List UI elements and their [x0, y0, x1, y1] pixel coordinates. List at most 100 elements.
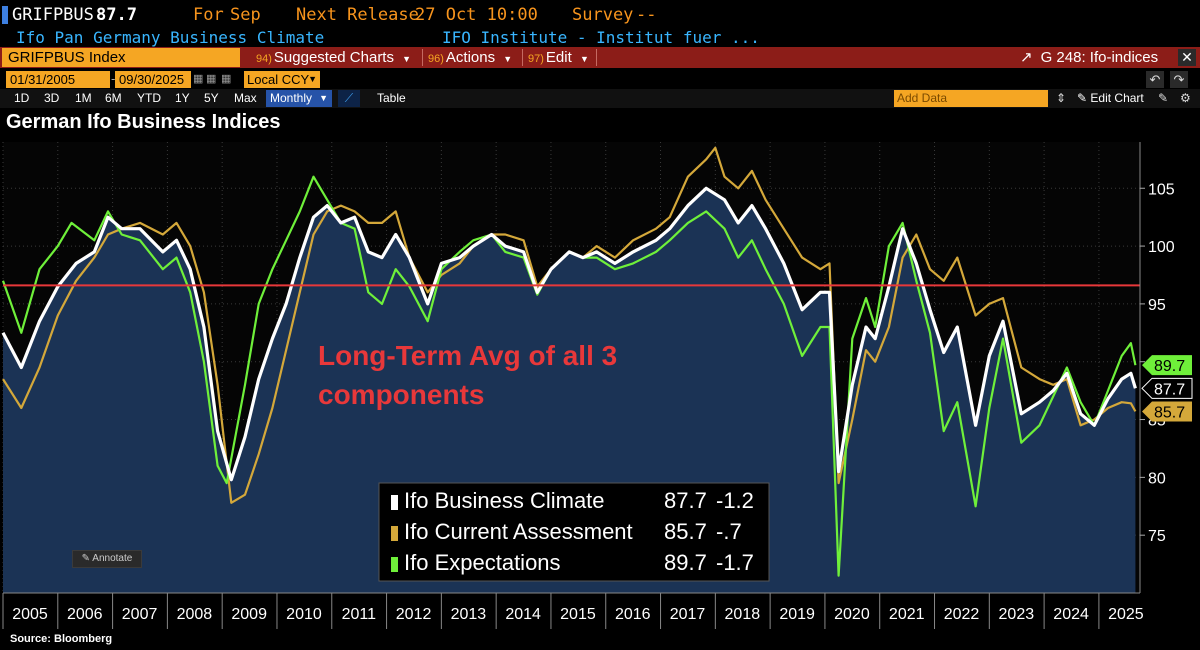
- annotate-label: Annotate: [92, 553, 133, 564]
- add-data-input[interactable]: Add Data: [894, 90, 1048, 107]
- expand-arrows-icon[interactable]: ⇕: [1056, 91, 1067, 105]
- suggested-charts-button[interactable]: 94) Suggested Charts ▼: [256, 47, 411, 68]
- end-date-input[interactable]: 09/30/2025: [115, 71, 191, 88]
- chevron-down-icon: ▼: [308, 74, 317, 84]
- current-last-value-tag: 85.7: [1142, 401, 1192, 422]
- edit-icon[interactable]: ✎: [1158, 91, 1169, 105]
- settings-icon[interactable]: ⚙: [1180, 91, 1191, 105]
- source-note: Source: Bloomberg: [10, 633, 113, 645]
- currency-select[interactable]: Local CCY ▼: [244, 71, 320, 88]
- actions-button[interactable]: 96) Actions ▼: [428, 47, 512, 68]
- period-6m[interactable]: 6M: [105, 91, 122, 105]
- external-link-icon: ↗: [1020, 49, 1033, 66]
- frequency-select[interactable]: Monthly ▼: [266, 90, 332, 107]
- ticker-bar: GRIFPBUS 87.7 For Sep Next Release 27 Oc…: [0, 0, 1200, 30]
- legend-series-name: Ifo Business Climate: [404, 488, 605, 513]
- x-tick-label: 2006: [67, 606, 103, 623]
- x-tick-label: 2021: [889, 606, 925, 623]
- ticker-symbol[interactable]: GRIFPBUS: [12, 5, 94, 25]
- next-release-value: 27 Oct 10:00: [415, 5, 538, 25]
- pencil-icon: ✎: [1077, 91, 1088, 105]
- calendar-icon[interactable]: ▦: [206, 73, 217, 85]
- start-date-input[interactable]: 01/31/2005: [6, 71, 110, 88]
- security-index-field[interactable]: GRIFPBUS Index: [2, 48, 240, 67]
- security-name: Ifo Pan Germany Business Climate: [16, 28, 325, 47]
- annotation-text-line1: Long-Term Avg of all 3: [318, 340, 617, 371]
- y-tick-label: 80: [1148, 470, 1166, 487]
- climate-last-value-tag-shape: [1141, 377, 1193, 399]
- y-tick-label: 75: [1148, 528, 1166, 545]
- expectations-last-value-text: 89.7: [1154, 358, 1185, 375]
- edit-chart-button[interactable]: ✎ Edit Chart: [1077, 90, 1144, 107]
- legend-series-value: 87.7: [664, 488, 707, 513]
- annotate-button[interactable]: ✎ Annotate: [72, 550, 142, 568]
- x-tick-label: 2014: [505, 606, 541, 623]
- x-tick-label: 2005: [12, 606, 48, 623]
- x-tick-label: 2022: [944, 606, 980, 623]
- y-tick-label: 100: [1148, 239, 1175, 256]
- legend-swatch: [391, 526, 398, 541]
- x-tick-label: 2008: [177, 606, 213, 623]
- x-axis: 2005 2006 2007 2008 2009 2010 2011 2012 2013 2014…: [2, 592, 1144, 629]
- survey-value: --: [636, 5, 657, 25]
- legend-series-name: Ifo Current Assessment: [404, 519, 633, 544]
- x-tick-label: 2009: [231, 606, 267, 623]
- period-max[interactable]: Max: [234, 91, 257, 105]
- date-range-row: 01/31/2005 - 09/30/2025 ▦ ▦ ▦ Local CCY …: [0, 70, 1200, 89]
- legend-series-change: -1.7: [716, 550, 754, 575]
- period-1y[interactable]: 1Y: [175, 91, 190, 105]
- x-tick-label: 2015: [560, 606, 596, 623]
- calendar-icon[interactable]: ▦: [221, 73, 232, 85]
- date-separator: -: [111, 71, 116, 86]
- legend-swatch: [391, 557, 398, 572]
- x-tick-label: 2024: [1053, 606, 1089, 623]
- edit-button[interactable]: 97) Edit ▼: [528, 47, 589, 68]
- actions-label: Actions: [445, 49, 496, 66]
- period-1m[interactable]: 1M: [75, 91, 92, 105]
- chevron-down-icon: ▼: [402, 54, 412, 64]
- edit-number: 97): [528, 53, 544, 65]
- period-ytd[interactable]: YTD: [137, 91, 161, 105]
- period-1d[interactable]: 1D: [14, 91, 30, 105]
- series-lines: [1, 146, 1137, 577]
- edit-label: Edit: [545, 49, 572, 66]
- undo-icon[interactable]: ↶: [1146, 71, 1164, 88]
- table-button[interactable]: Table: [377, 91, 406, 105]
- chart-source-link[interactable]: ↗ G 248: Ifo-indices: [1020, 47, 1158, 68]
- x-tick-label: 2019: [779, 606, 815, 623]
- legend-series-change: -1.2: [716, 488, 754, 513]
- climate-area-fill: [3, 188, 1136, 594]
- climate-last-value-text: 87.7: [1154, 381, 1185, 398]
- chevron-down-icon: ▼: [579, 54, 589, 64]
- currency-select-value: Local CCY: [247, 72, 310, 87]
- x-tick-label: 2013: [451, 606, 487, 623]
- x-tick-label: 2010: [286, 606, 322, 623]
- x-tick-label: 2018: [725, 606, 761, 623]
- chevron-down-icon: ▼: [319, 93, 328, 103]
- calendar-icon[interactable]: ▦: [193, 73, 204, 85]
- function-toolbar: GRIFPBUS Index 94) Suggested Charts ▼ 96)…: [0, 47, 1200, 68]
- x-tick-label: 2007: [122, 606, 158, 623]
- security-source: IFO Institute - Institut fuer ...: [442, 28, 760, 47]
- period-3d[interactable]: 3D: [44, 91, 60, 105]
- expectations-last-value-tag: 89.7: [1142, 355, 1192, 376]
- climate-last-value-tag: 87.7: [1141, 377, 1193, 399]
- close-icon[interactable]: ✕: [1178, 49, 1196, 66]
- suggested-charts-label: Suggested Charts: [273, 49, 394, 66]
- y-tick-label: 95: [1148, 297, 1166, 314]
- x-tick-label: 2020: [834, 606, 870, 623]
- current-last-value-text: 85.7: [1154, 404, 1185, 421]
- x-tick-label: 2016: [615, 606, 651, 623]
- frequency-value: Monthly: [270, 91, 313, 105]
- legend-box: [378, 482, 770, 582]
- ifo-line-chart: 7580859095100105 20052006200720082009201…: [1, 142, 1193, 629]
- ticker-marker: [2, 6, 8, 24]
- line-chart-icon[interactable]: ⟋: [338, 90, 360, 107]
- chart-source-label: G 248: Ifo-indices: [1040, 49, 1159, 66]
- area-fill: [3, 188, 1136, 594]
- period-5y[interactable]: 5Y: [204, 91, 219, 105]
- annotation-text-line2: components: [318, 379, 484, 410]
- pencil-icon: ✎: [81, 553, 91, 564]
- redo-icon[interactable]: ↷: [1170, 71, 1188, 88]
- climate-series-line: [1, 186, 1137, 482]
